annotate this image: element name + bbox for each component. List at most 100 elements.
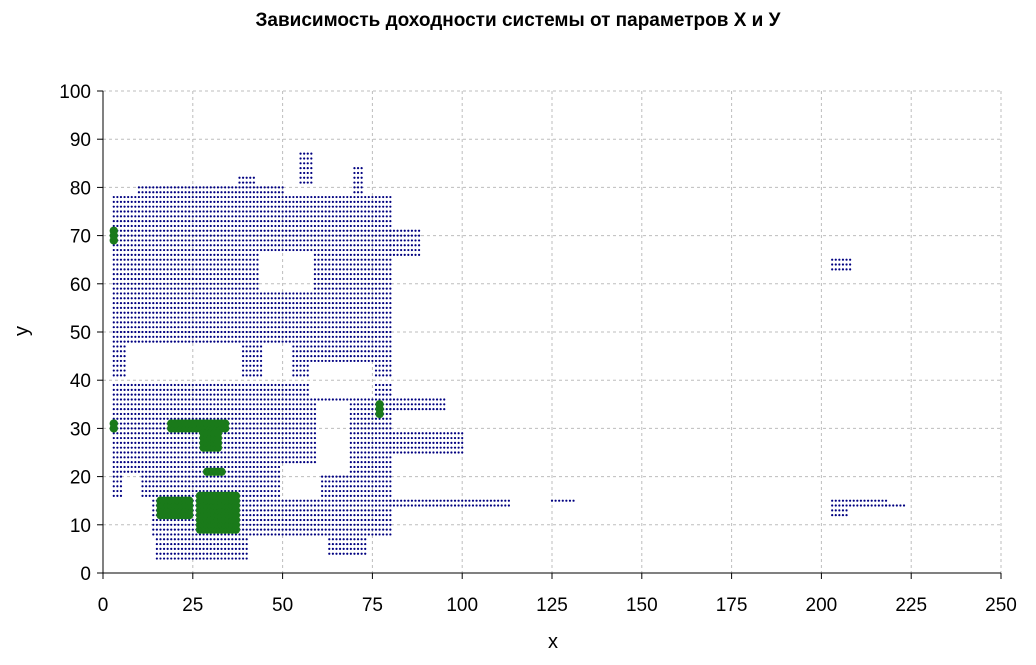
data-point: [127, 301, 130, 305]
data-points: [109, 152, 906, 560]
data-point: [281, 514, 284, 517]
data-point: [173, 528, 176, 531]
data-point: [324, 533, 327, 536]
data-point: [385, 388, 388, 391]
data-point: [180, 485, 184, 488]
data-point: [364, 436, 367, 440]
data-point: [162, 253, 166, 256]
data-point: [356, 210, 360, 213]
data-point: [285, 229, 288, 232]
data-point: [371, 480, 374, 483]
data-point: [328, 220, 331, 223]
data-point: [130, 412, 133, 416]
data-point: [292, 427, 295, 430]
data-point: [317, 301, 320, 305]
data-point: [410, 408, 414, 411]
data-point: [385, 417, 388, 420]
data-point: [152, 316, 155, 319]
data-point: [234, 229, 238, 232]
data-point: [141, 224, 144, 228]
data-point: [277, 224, 281, 228]
data-point: [184, 277, 187, 281]
data-point: [277, 436, 281, 440]
data-point: [259, 393, 263, 396]
data-point: [317, 287, 320, 290]
data-point: [349, 239, 352, 242]
data-point: [259, 200, 263, 203]
data-point: [303, 301, 306, 305]
data-point: [231, 489, 234, 493]
data-point: [277, 210, 281, 213]
data-point: [349, 514, 352, 517]
data-point: [216, 326, 220, 329]
data-point: [252, 475, 255, 478]
data-point: [360, 504, 363, 507]
data-point: [303, 456, 306, 459]
data-point: [162, 417, 166, 420]
data-point: [303, 220, 306, 223]
data-point: [299, 215, 302, 218]
data-point: [267, 311, 270, 314]
data-point: [209, 200, 212, 203]
data-point: [349, 461, 352, 464]
data-point: [313, 533, 317, 536]
data-point: [256, 340, 259, 343]
data-point: [259, 210, 263, 213]
data-point: [191, 205, 194, 208]
data-point: [155, 253, 158, 256]
data-point: [180, 383, 184, 387]
data-point: [123, 408, 126, 411]
data-point: [195, 210, 198, 213]
data-point: [338, 273, 342, 276]
data-point: [216, 316, 220, 319]
data-point: [385, 533, 388, 536]
data-point: [184, 210, 187, 213]
data-point: [216, 195, 220, 199]
data-point: [191, 239, 194, 242]
data-point: [349, 195, 352, 199]
data-point: [209, 297, 212, 300]
data-point: [349, 355, 352, 358]
data-point: [364, 456, 367, 459]
data-point: [367, 311, 370, 314]
data-point: [252, 195, 255, 199]
data-point: [162, 335, 166, 338]
data-point: [274, 456, 277, 459]
data-point: [180, 470, 184, 473]
data-point: [382, 195, 385, 199]
data-point: [338, 485, 342, 488]
data-point: [170, 287, 173, 290]
data-point: [231, 398, 234, 401]
data-point: [267, 244, 270, 247]
data-point: [252, 480, 255, 483]
data-point: [180, 282, 184, 285]
data-point: [184, 292, 187, 295]
data-point: [317, 316, 320, 319]
data-point: [213, 258, 216, 261]
data-point: [263, 239, 266, 242]
data-point: [227, 205, 230, 208]
data-point: [141, 220, 144, 223]
data-point: [184, 408, 187, 411]
data-point: [224, 229, 227, 232]
data-point: [145, 456, 148, 459]
data-point: [353, 533, 356, 536]
data-point: [277, 422, 281, 425]
data-point: [306, 398, 309, 401]
data-point: [245, 461, 248, 464]
data-point: [162, 436, 166, 440]
data-point: [259, 427, 263, 430]
data-point: [299, 210, 302, 213]
data-point: [245, 514, 248, 517]
data-point: [331, 273, 334, 276]
data-point: [216, 205, 220, 208]
data-point: [392, 248, 396, 252]
data-point: [137, 412, 141, 416]
data-point: [213, 335, 216, 338]
data-point: [238, 422, 241, 425]
data-point: [216, 393, 220, 396]
data-point: [306, 412, 309, 416]
data-point: [155, 446, 158, 449]
data-point: [335, 253, 338, 256]
data-point: [306, 359, 309, 363]
